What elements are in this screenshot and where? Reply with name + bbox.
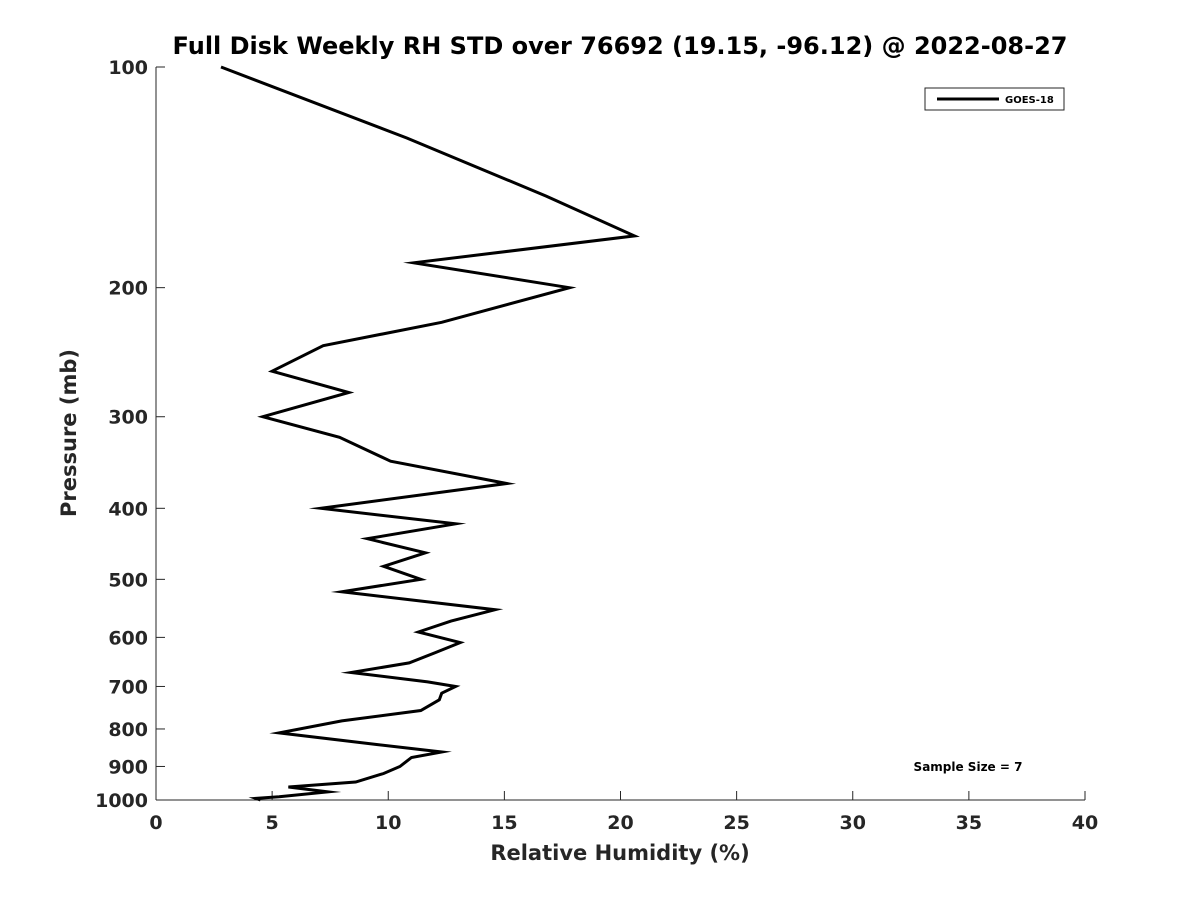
y-tick-label: 800 [108,719,148,741]
legend-label-goes-18: GOES-18 [1005,95,1054,106]
y-tick-label: 300 [108,407,148,429]
x-tick-label: 40 [1072,812,1098,834]
y-axis-label: Pressure (mb) [57,349,81,517]
y-tick-label: 700 [108,676,148,698]
x-tick-label: 30 [840,812,866,834]
axes [155,67,1085,801]
x-tick-label: 10 [375,812,401,834]
y-tick-label: 400 [108,498,148,520]
sample-size-annotation: Sample Size = 7 [914,760,1023,774]
series-layer [220,65,640,802]
chart-title: Full Disk Weekly RH STD over 76692 (19.1… [173,32,1068,60]
x-tick-label: 25 [723,812,749,834]
x-tick-label: 35 [956,812,982,834]
y-tick-label: 600 [108,627,148,649]
y-tick-label: 1000 [95,790,148,812]
y-tick-label: 500 [108,569,148,591]
legend: GOES-18 [924,87,1065,111]
x-tick-label: 20 [607,812,633,834]
tick-group: 0 5 10 15 20 25 30 35 40 100 200 300 400 500 600 700 800… [95,57,1098,834]
x-tick-label: 15 [491,812,517,834]
x-axis-label: Relative Humidity (%) [490,841,749,865]
y-tick-label: 100 [108,57,148,79]
series-line-goes-18 [220,65,640,802]
y-tick-label: 200 [108,278,148,300]
x-tick-label: 0 [149,812,162,834]
x-tick-label: 5 [266,812,279,834]
y-tick-label: 900 [108,756,148,778]
